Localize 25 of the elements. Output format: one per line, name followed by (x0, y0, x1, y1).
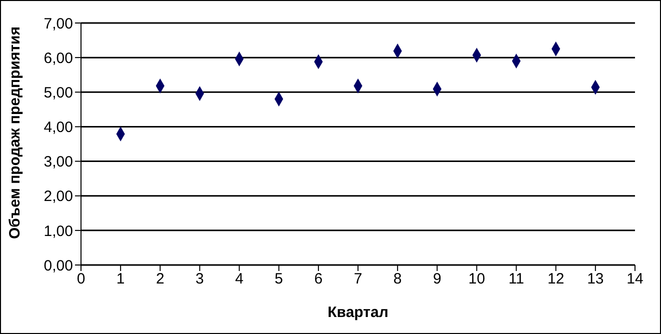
y-tick-label: 5,00 (44, 84, 73, 102)
x-tick-label: 8 (393, 270, 402, 288)
y-tick-label: 6,00 (44, 50, 73, 67)
x-tick-label: 12 (548, 270, 564, 288)
y-tick-label: 3,00 (44, 154, 73, 171)
x-tick-label: 0 (76, 270, 86, 288)
y-axis-title: Объем продаж предприятия (6, 26, 24, 239)
y-tick-label: 2,00 (44, 188, 73, 206)
x-tick-label: 13 (587, 270, 604, 288)
x-tick-label: 10 (468, 270, 486, 288)
x-tick-label: 2 (156, 270, 164, 288)
x-tick-label: 1 (116, 270, 125, 288)
x-tick-label: 5 (274, 270, 284, 288)
x-tick-label: 6 (314, 270, 323, 288)
y-tick-label: 0,00 (44, 257, 73, 274)
x-tick-label: 14 (626, 270, 644, 288)
x-tick-label: 9 (432, 270, 442, 288)
x-tick-label: 4 (235, 270, 244, 288)
x-tick-label: 3 (196, 270, 204, 288)
y-tick-label: 1,00 (44, 222, 73, 240)
y-tick-label: 7,00 (44, 15, 73, 32)
x-tick-label: 11 (508, 270, 524, 288)
x-axis-title: Квартал (328, 304, 388, 321)
x-tick-label: 7 (354, 270, 362, 288)
y-tick-label: 4,00 (44, 119, 73, 136)
